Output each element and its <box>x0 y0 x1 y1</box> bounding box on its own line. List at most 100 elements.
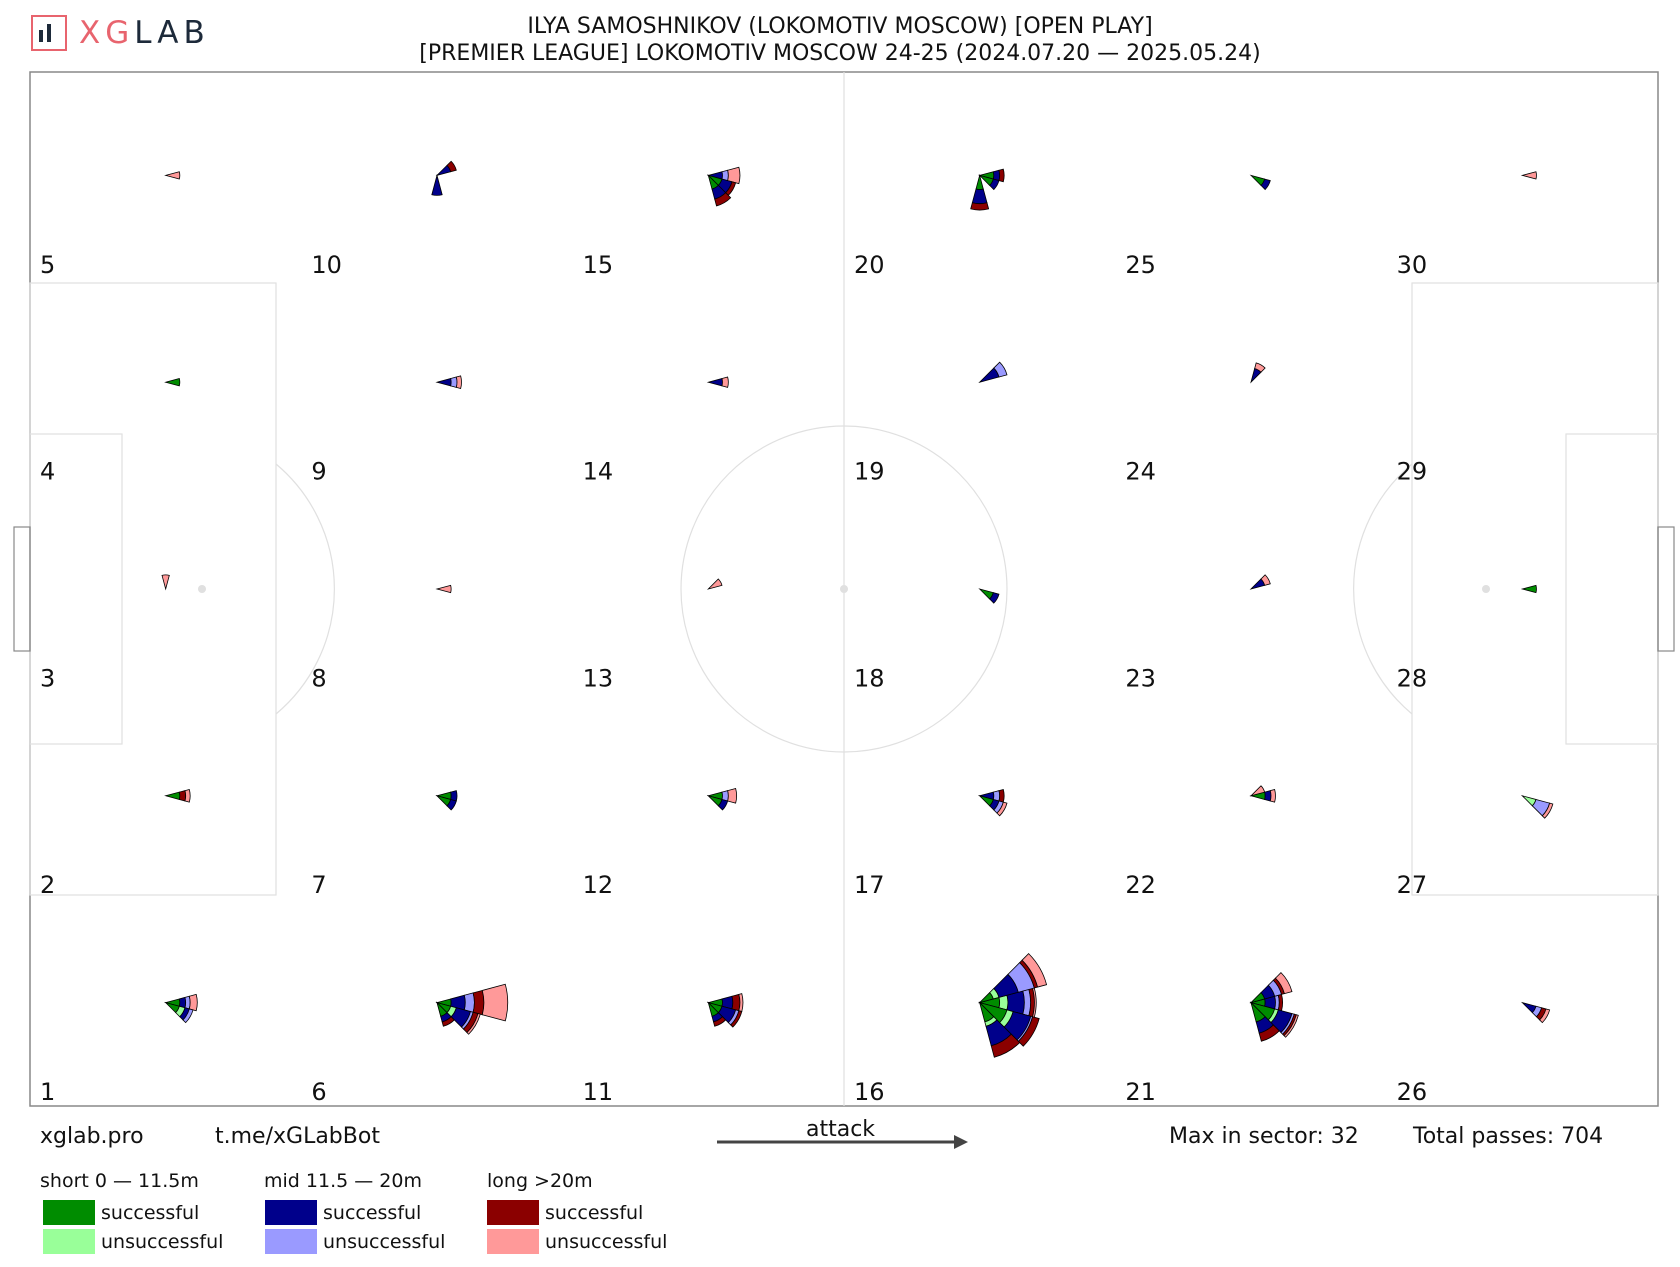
sector-wedge-zone-11-ls <box>713 1016 727 1027</box>
zone-label: 10 <box>311 251 342 279</box>
sector-wedge-zone-14-lu <box>721 376 729 388</box>
sector-wedge-zone-15-ls <box>725 181 737 196</box>
sector-wedge-zone-7-ms <box>450 790 458 802</box>
sector-wedge-zone-15-ls <box>714 192 732 207</box>
sector-wedge-zone-5-lu <box>164 171 181 180</box>
zone-label: 30 <box>1397 251 1428 279</box>
sector-wedge-zone-21-ls <box>1258 1024 1280 1042</box>
sector-wedge-zone-23-lu <box>1260 574 1271 586</box>
legend-label: unsuccessful <box>545 1230 668 1253</box>
max-in-sector: Max in sector: 32 <box>1169 1124 1359 1149</box>
sector-wedge-zone-9-lu <box>455 375 462 390</box>
sector-wedge-zone-14-ms <box>706 378 723 387</box>
sector-wedge-zone-11-ls <box>730 1010 743 1028</box>
sector-wedge-zone-6-lu <box>481 983 509 1022</box>
sector-wedge-zone-21-lu <box>1274 972 1293 995</box>
zone-label: 7 <box>311 871 326 899</box>
legend-label: successful <box>101 1201 200 1224</box>
sector-wedge-zone-4-ss <box>164 378 181 387</box>
legend-mid-successful: successful <box>265 1200 421 1225</box>
sector-wedge-zone-27-lu <box>1541 802 1554 819</box>
attack-label: attack <box>806 1117 876 1142</box>
zone-label: 25 <box>1125 251 1156 279</box>
legend-short-successful: successful <box>43 1200 199 1225</box>
sector-wedge-zone-20-ls <box>970 202 990 211</box>
zone-label: 2 <box>40 871 55 899</box>
zone-label: 20 <box>854 251 885 279</box>
sector-wedge-zone-1-lu <box>188 993 198 1012</box>
legend-long-successful: successful <box>487 1200 643 1225</box>
zone-label: 28 <box>1397 664 1428 692</box>
zone-label: 29 <box>1397 458 1428 486</box>
legend-swatch <box>487 1229 539 1254</box>
legend-mid-unsuccessful: unsuccessful <box>265 1229 445 1254</box>
legend-label: unsuccessful <box>101 1230 224 1253</box>
sector-wedge-zone-21-lu <box>1283 1014 1299 1038</box>
sector-wedge-zone-18-ms <box>989 592 1000 604</box>
pass-roses <box>161 160 1554 1058</box>
zone-label: 3 <box>40 664 55 692</box>
sector-wedge-zone-6-ls <box>441 1016 455 1027</box>
sector-wedge-zone-15-lu <box>727 166 741 185</box>
footer-bot: t.me/xGLabBot <box>215 1124 380 1149</box>
sector-wedge-zone-13-lu <box>706 578 723 590</box>
total-passes: Total passes: 704 <box>1413 1124 1604 1149</box>
sector-wedge-zone-25-ms <box>1260 178 1271 191</box>
sector-wedge-zone-8-lu <box>435 584 452 594</box>
sector-wedge-zone-6-mu <box>463 992 475 1013</box>
sector-wedge-zone-1-mu <box>182 1008 194 1024</box>
sector-wedge-zone-30-lu <box>1520 171 1537 180</box>
footer-site: xglab.pro <box>40 1124 144 1149</box>
zone-label: 14 <box>583 458 614 486</box>
sector-wedge-zone-22-lu <box>1249 785 1266 797</box>
sector-wedge-zone-2-ss <box>164 791 181 800</box>
zone-label: 16 <box>854 1078 885 1106</box>
zone-label: 8 <box>311 664 326 692</box>
sector-wedge-zone-12-lu <box>727 787 738 804</box>
zone-label: 1 <box>40 1078 55 1106</box>
zone-label: 24 <box>1125 458 1156 486</box>
sector-wedge-zone-10-ms <box>431 173 443 196</box>
sector-wedge-zone-22-lu <box>1269 788 1276 803</box>
sector-wedge-zone-17-lu <box>996 801 1008 817</box>
sector-wedge-zone-2-ls <box>178 790 187 802</box>
legend-short-title: short 0 — 11.5m <box>40 1170 199 1192</box>
sector-wedge-zone-11-ls <box>731 993 741 1012</box>
zone-label: 21 <box>1125 1078 1156 1106</box>
logo-wordmark: XGLAB <box>79 15 210 51</box>
attack-arrow <box>717 1135 968 1149</box>
sector-wedge-zone-12-ms <box>717 798 729 811</box>
sector-wedge-zone-9-mu <box>450 376 458 388</box>
zone-label: 9 <box>311 458 326 486</box>
legend-swatch <box>43 1229 95 1254</box>
sector-wedge-zone-22-ms <box>1264 790 1272 802</box>
chart-title: ILYA SAMOSHNIKOV (LOKOMOTIV MOSCOW) [OPE… <box>527 14 1153 39</box>
zone-label: 22 <box>1125 871 1156 899</box>
pitch-markings <box>13 71 1675 1107</box>
zone-label: 15 <box>583 251 614 279</box>
sector-wedge-zone-7-ms <box>446 798 457 811</box>
sector-wedge-zone-16-ls <box>990 1033 1021 1058</box>
zone-labels: 1234567891011121314151617181920212223242… <box>40 251 1427 1106</box>
zone-label: 26 <box>1397 1078 1428 1106</box>
legend-swatch <box>43 1200 95 1225</box>
sector-wedge-zone-21-ls <box>1277 993 1284 1012</box>
sector-wedge-zone-17-ls <box>998 788 1005 803</box>
zone-label: 23 <box>1125 664 1156 692</box>
sector-wedge-zone-20-ls <box>998 168 1005 183</box>
sector-wedge-zone-2-lu <box>184 788 191 803</box>
sector-wedge-zone-20-ms <box>971 188 988 205</box>
sector-wedge-zone-16-lu <box>1021 953 1048 988</box>
zone-label: 12 <box>583 871 614 899</box>
sector-wedge-zone-28-ss <box>1520 584 1537 594</box>
zone-label: 19 <box>854 458 885 486</box>
zone-label: 5 <box>40 251 55 279</box>
sector-wedge-zone-19-mu <box>993 361 1008 378</box>
zone-label: 11 <box>583 1078 614 1106</box>
sector-wedge-zone-6-ls <box>472 989 485 1016</box>
zone-label: 27 <box>1397 871 1428 899</box>
sector-wedge-zone-24-lu <box>1254 362 1266 373</box>
sector-wedge-zone-16-ls <box>1017 1016 1040 1047</box>
sector-wedge-zone-6-lu <box>466 1013 481 1035</box>
